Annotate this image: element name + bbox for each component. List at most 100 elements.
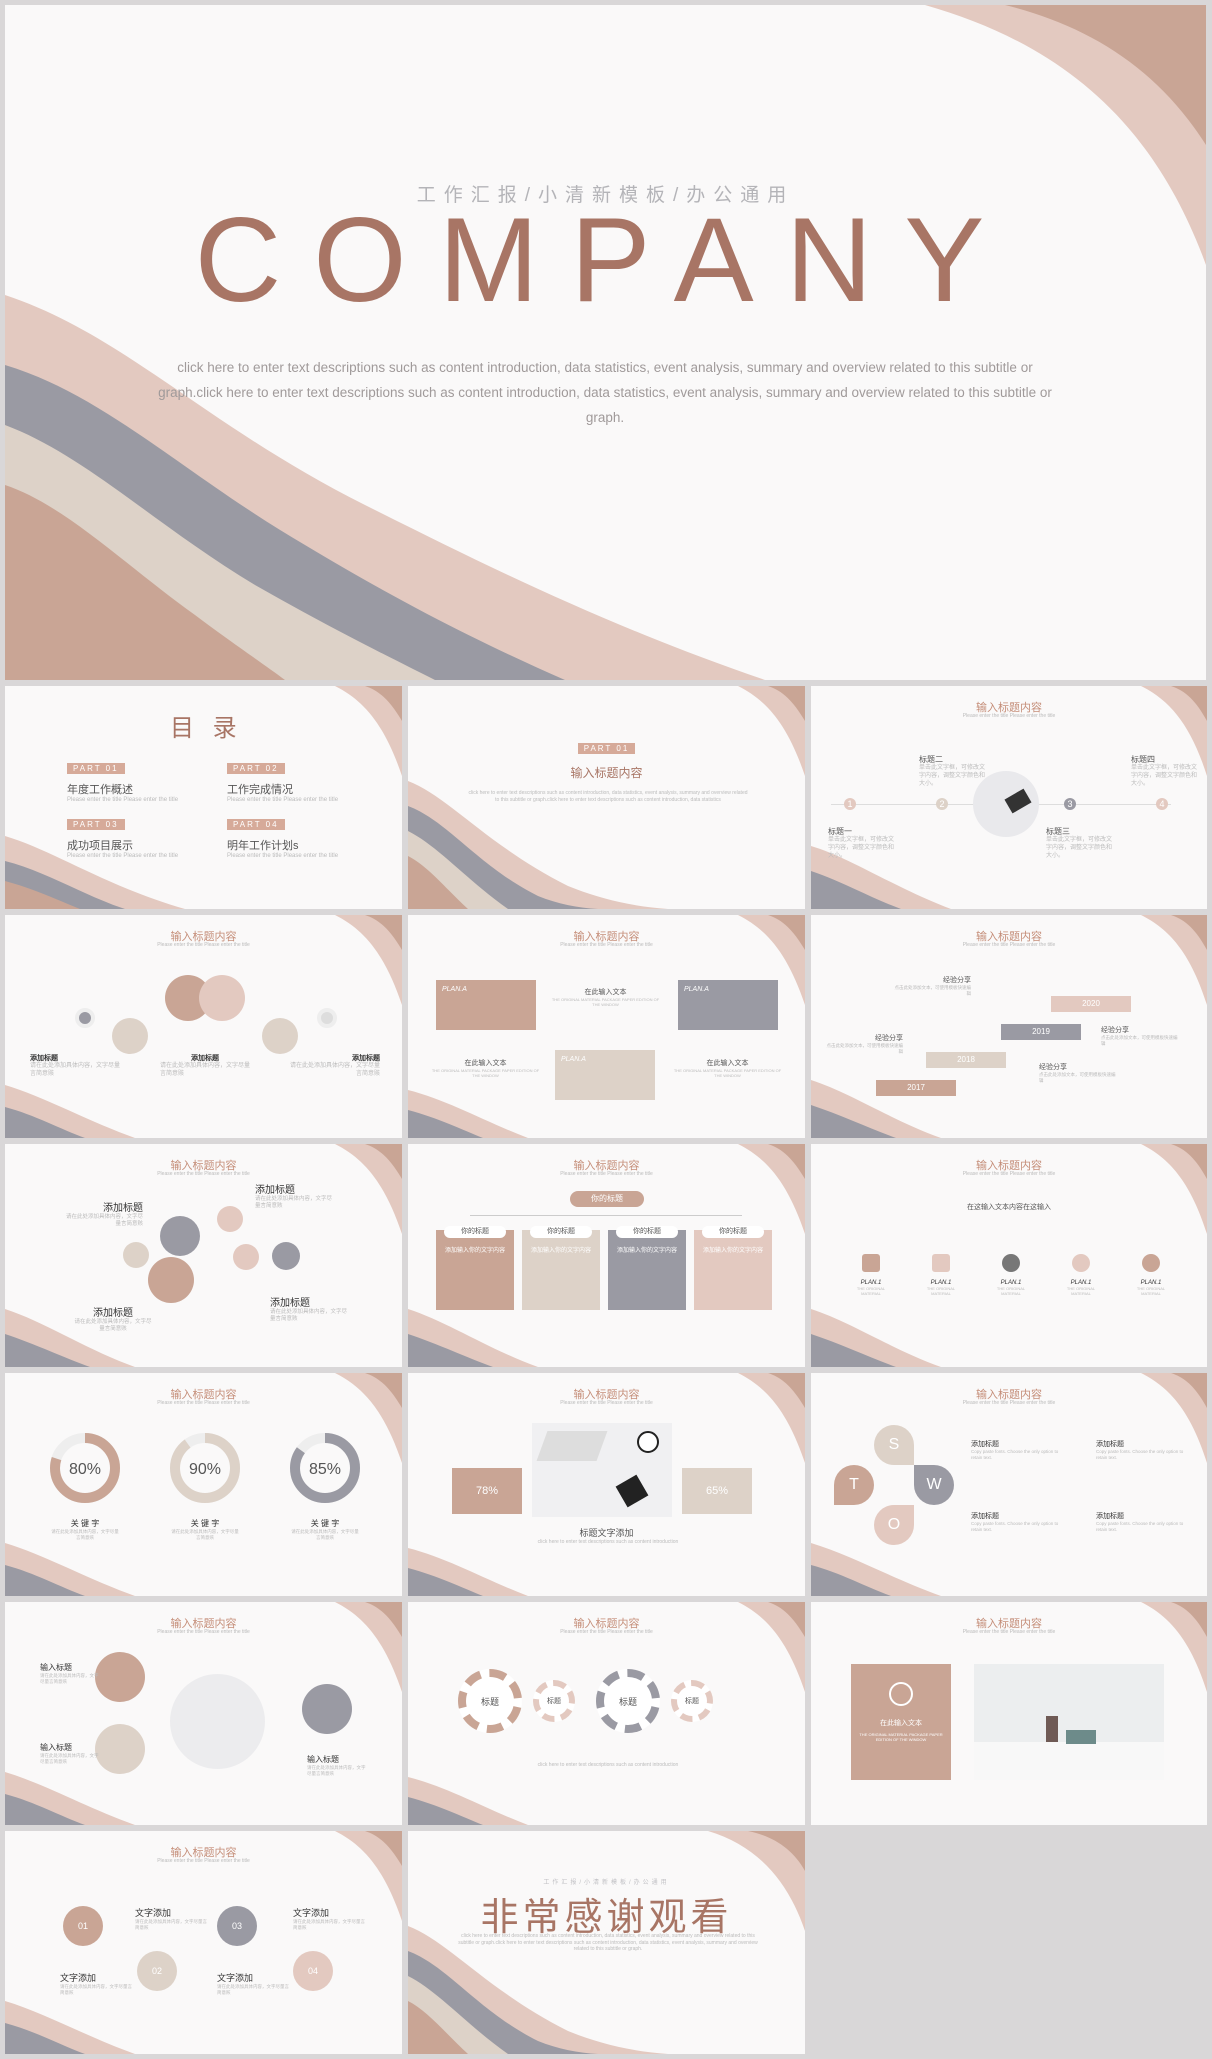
gear-icon: 标题 [458,1669,522,1733]
end-subtitle: 工作汇报/小清新模板/办公通用 [543,1880,670,1886]
section-badge: PART 01 [577,743,636,754]
circles-slide[interactable]: 输入标题内容 Please enter the title Please ent… [5,915,402,1138]
photo-desc: click here to enter text descriptions su… [537,1539,679,1545]
arrow-item: 输入标题 请在此处添加具体内容，文字尽量言简意赅 [40,1743,99,1764]
check-icon [123,1242,149,1268]
swot-s: S [874,1425,914,1465]
slide-waves [408,915,805,1138]
circle-dot [317,1008,337,1028]
circles-item: 添加标题 请在此处添加具体内容，文字尽量言简意赅 [290,1055,381,1077]
tree-line [470,1215,742,1216]
slide-waves [811,686,1207,909]
section-desc: click here to enter text descriptions su… [468,790,748,803]
toc-item[interactable]: PART 02 工作完成情况 Please enter the title Pl… [227,758,338,805]
donut-item: 关 键 字请在此处添加具体内容，文字尽量言简意赅 [291,1519,359,1540]
part-badge: PART 01 [67,763,125,774]
plan-card: PLAN.A [555,1050,655,1100]
numbered-item: 文字添加 请在此处添加具体内容，文字尽量言简意赅 [60,1973,132,1995]
target-icon [302,1684,352,1734]
share-icon [160,1216,200,1256]
stair-step: 2017 [876,1080,956,1096]
numbered-item: 文字添加 请在此处添加具体内容，文字尽量言简意赅 [217,1973,289,1995]
slide-heading: 输入标题内容 [170,931,237,943]
stair-step: 2019 [1001,1024,1081,1040]
user-icon [95,1652,145,1702]
shelf-photo [974,1664,1164,1780]
slide-subheading: Please enter the title Please enter the … [962,713,1056,719]
slide-heading: 输入标题内容 [976,1618,1042,1630]
section-title: 输入标题内容 [570,766,643,780]
donut-item: 关 键 字请在此处添加具体内容，文字尽量言简意赅 [171,1519,239,1540]
timeline-item: 标题二 单击此文字框，可修改文字内容，调整文字颜色和大小。 [919,755,986,787]
number-circle: 04 [293,1951,333,1991]
timeline-photo [973,771,1039,837]
numbered-slide[interactable]: 输入标题内容 Please enter the title Please ent… [5,1831,402,2054]
slide-subheading: Please enter the title Please enter the … [157,1629,250,1635]
plan1-item: PLAN.1 THE ORIGINAL MATERIAL [1061,1254,1101,1296]
section-slide[interactable]: PART 01 输入标题内容 click here to enter text … [408,686,805,909]
end-desc: click here to enter text descriptions su… [458,1933,758,1952]
swot-slide[interactable]: 输入标题内容 Please enter the title Please ent… [811,1373,1207,1596]
slide-subheading: Please enter the title Please enter the … [157,942,250,948]
toc-item[interactable]: PART 04 明年工作计划s Please enter the title P… [227,814,338,861]
photo-slide[interactable]: 输入标题内容 Please enter the title Please ent… [408,1373,805,1596]
plan-text: 在此输入文本 THE ORIGINAL MATERIAL PACKAGE PAPE… [551,989,660,1008]
plan1-item: PLAN.1 THE ORIGINAL MATERIAL [1131,1254,1171,1296]
timeline-node: 4 [1156,798,1168,810]
plan1-slide[interactable]: 输入标题内容 Please enter the title Please ent… [811,1144,1207,1367]
swot-t: T [834,1465,874,1505]
plan1-item: PLAN.1 THE ORIGINAL MATERIAL [991,1254,1031,1296]
plan-card: PLAN.A [678,980,778,1030]
stairs-slide[interactable]: 输入标题内容 Please enter the title Please ent… [811,915,1207,1138]
percent-box: 78% [452,1468,522,1514]
slide-waves [408,686,805,909]
icons-cluster-slide[interactable]: 输入标题内容 Please enter the title Please ent… [5,1144,402,1367]
slide-heading: 输入标题内容 [170,1847,237,1859]
toc-item[interactable]: PART 03 成功项目展示 Please enter the title Pl… [67,814,178,861]
slide-subheading: Please enter the title Please enter the … [157,1171,250,1177]
toc-title: 目 录 [170,715,243,742]
swot-item: 添加标题 Copy paste fonts. Choose the only op… [971,1441,1059,1460]
slide-subheading: Please enter the title Please enter the … [560,1400,653,1406]
info-card: 在此输入文本 THE ORIGINAL MATERIAL PACKAGE PAP… [851,1664,951,1780]
end-slide[interactable]: 工作汇报/小清新模板/办公通用 非常感谢观看 click here to ent… [408,1831,805,2054]
slide-waves [811,1373,1207,1596]
slide-heading: 输入标题内容 [976,702,1042,714]
toc-slide[interactable]: 目 录 PART 01 年度工作概述 Please enter the titl… [5,686,402,909]
timeline-slide[interactable]: 输入标题内容 Please enter the title Please ent… [811,686,1207,909]
stair-item: 经验分享 点击此处添加文本，可使用模板快速编辑 [894,977,972,996]
toc-item-sub: Please enter the title Please enter the … [227,797,339,803]
slide-subheading: Please enter the title Please enter the … [560,942,653,948]
toc-item[interactable]: PART 01 年度工作概述 Please enter the title Pl… [67,758,178,805]
plans-slide[interactable]: 输入标题内容 Please enter the title Please ent… [408,915,805,1138]
target-icon [889,1682,913,1706]
slide-waves [5,1373,402,1596]
part-badge: PART 02 [227,763,285,774]
card-photo-slide[interactable]: 输入标题内容 Please enter the title Please ent… [811,1602,1207,1825]
gear-icon [233,1244,259,1270]
circles-item: 添加标题 请在此处添加具体内容，文字尽量言简意赅 [160,1055,251,1077]
donut-item: 关 键 字请在此处添加具体内容，文字尽量言简意赅 [51,1519,119,1540]
donuts-slide[interactable]: 输入标题内容 Please enter the title Please ent… [5,1373,402,1596]
gears-desc: click here to enter text descriptions su… [537,1762,679,1768]
tree-slide[interactable]: 输入标题内容 Please enter the title Please ent… [408,1144,805,1367]
gear-icon: 标题 [596,1669,660,1733]
cover-waves [5,5,1206,680]
slide-heading: 输入标题内容 [170,1618,237,1630]
number-circle: 03 [217,1906,257,1946]
slide-heading: 输入标题内容 [976,1160,1042,1172]
slide-subheading: Please enter the title Please enter the … [560,1171,653,1177]
plan-text: 在此输入文本 THE ORIGINAL MATERIAL PACKAGE PAPE… [673,1060,782,1079]
circle-node [112,1018,148,1054]
timeline-item: 标题一 单击此文字框，可修改文字内容，调整文字颜色和大小。 [828,827,895,859]
plan-text: 在此输入文本 THE ORIGINAL MATERIAL PACKAGE PAPE… [431,1060,540,1079]
slide-subheading: Please enter the title Please enter the … [962,1400,1056,1406]
cover-slide[interactable]: 工作汇报/小清新模板/办公通用 COMPANY click here to en… [5,5,1206,680]
toc-item-label: 明年工作计划s [227,840,299,852]
tree-card: 你的标题 添加输入你的文字内容 [522,1226,600,1310]
gears-slide[interactable]: 输入标题内容 Please enter the title Please ent… [408,1602,805,1825]
arrows-slide[interactable]: 输入标题内容 Please enter the title Please ent… [5,1602,402,1825]
cover-title: COMPANY [194,193,1017,327]
cluster-item: 添加标题 请在此处添加具体内容，文字尽量言简意赅 [270,1298,348,1323]
slide-waves [408,1831,805,2054]
